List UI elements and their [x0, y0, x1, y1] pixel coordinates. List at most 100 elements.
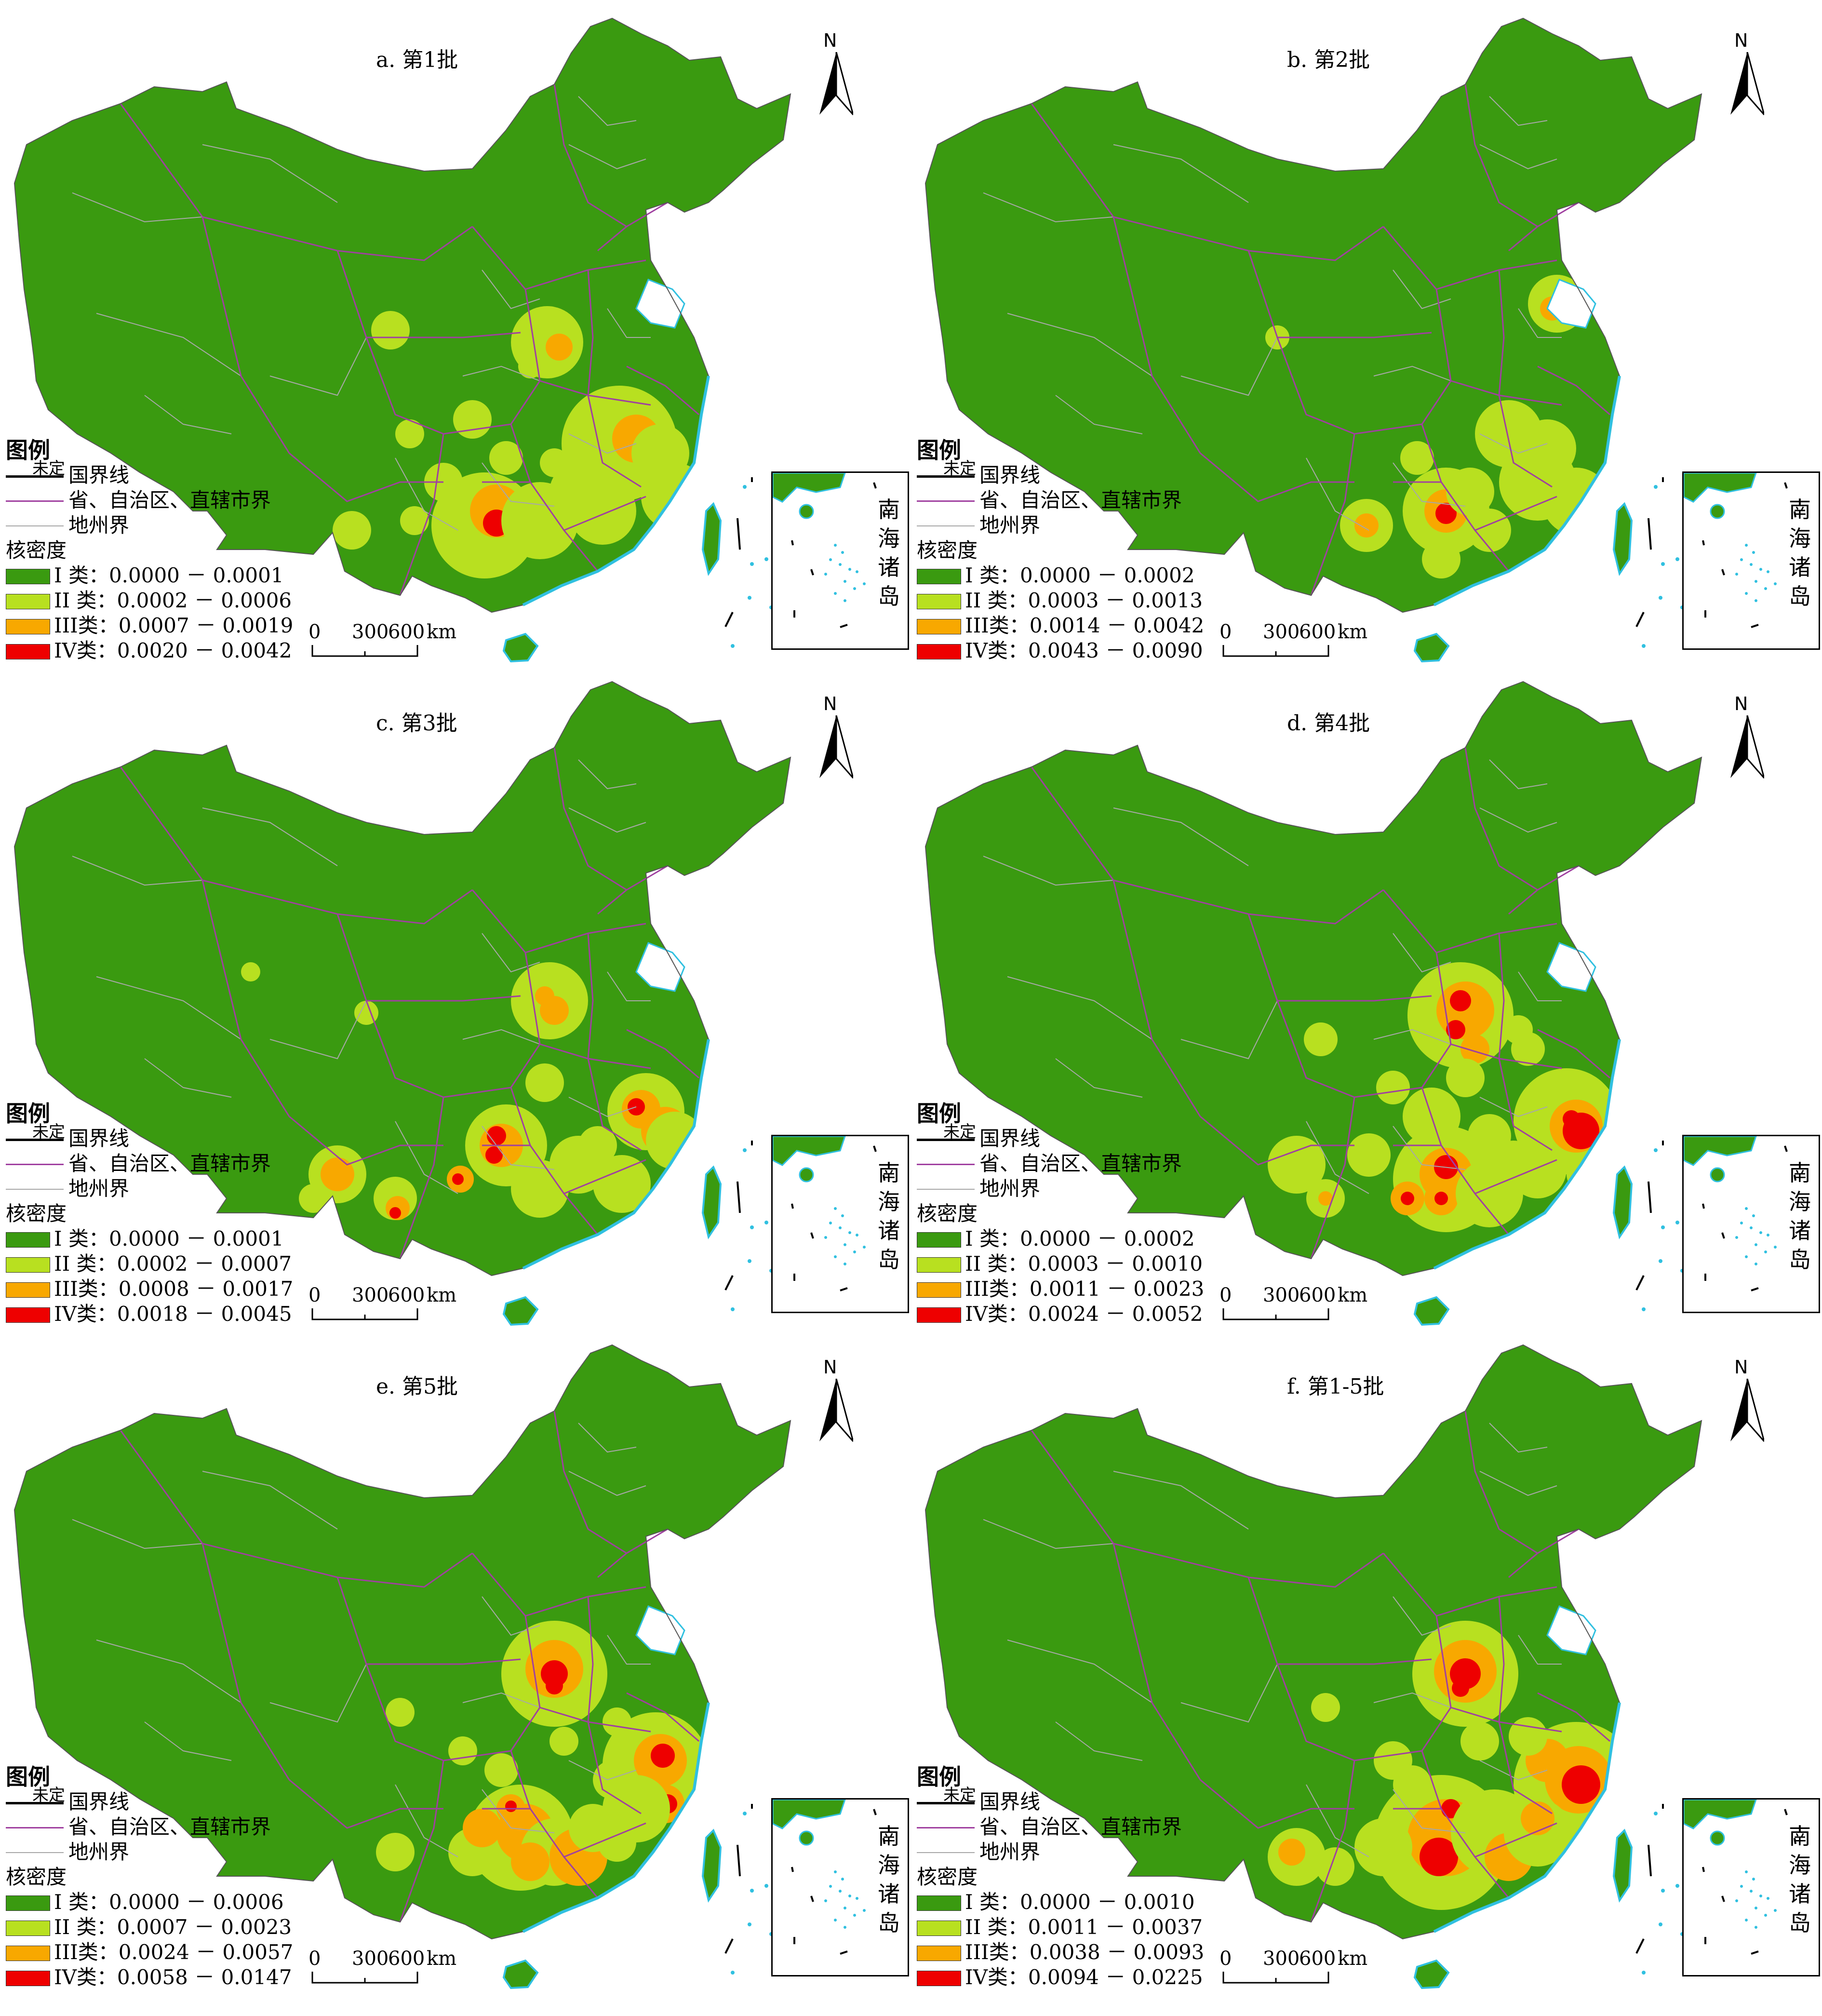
prefecture-boundary — [482, 1596, 540, 1636]
class-II-hotspot — [598, 1823, 636, 1862]
island-dot — [731, 1307, 735, 1311]
island-dot — [743, 1148, 747, 1152]
inset-island-dot — [1759, 1895, 1762, 1897]
province-boundary — [399, 1097, 444, 1259]
prefecture-boundary — [462, 365, 540, 381]
inset-hainan — [799, 1167, 814, 1183]
inset-map — [1684, 1800, 1796, 1955]
inset-island-dot — [1774, 1246, 1777, 1249]
inset-island-dot — [1755, 599, 1757, 602]
province-boundary — [1277, 332, 1432, 338]
density-title: 核密度 — [917, 1865, 978, 1889]
prefecture-boundary — [269, 1000, 367, 1060]
province-boundary — [1310, 1760, 1355, 1922]
density-hotspots — [241, 962, 704, 1220]
class-label: II 类：0.0003 － 0.0010 — [965, 1252, 1203, 1276]
inset-label-char: 南 — [878, 1160, 900, 1186]
prefecture-boundary-swatch — [6, 525, 64, 526]
class-IV-hotspot — [1452, 1680, 1469, 1697]
inset-island-dot — [853, 1914, 856, 1917]
density-hotspots — [333, 306, 709, 578]
prefecture-boundary — [1479, 807, 1557, 833]
island-dot — [748, 596, 751, 600]
class-swatch — [6, 1257, 50, 1273]
scale-label: 600 — [388, 621, 425, 643]
island-dot — [743, 1812, 747, 1815]
panel-title: b. 第2批 — [1287, 48, 1370, 72]
north-arrow-shape — [819, 1379, 853, 1442]
class-IV-hotspot — [389, 1207, 401, 1219]
inset-island-dot — [1755, 580, 1757, 583]
scale-label: 0 — [1219, 621, 1232, 643]
legend-national-boundary: 未定 国界线 — [6, 1122, 129, 1151]
province-boundary — [563, 496, 646, 531]
prefecture-boundary — [1180, 337, 1278, 396]
province-boundary — [366, 995, 521, 1002]
province-boundary — [1247, 1577, 1422, 1761]
north-arrow-shape — [1730, 715, 1764, 779]
inset-island-dot — [848, 1895, 851, 1897]
inset-hainan — [1710, 1830, 1725, 1846]
class-III-hotspot — [1318, 1191, 1333, 1206]
legend: 图例 未定 国界线 省、自治区、直辖市界 地州界 核密度 I 类：0.0000 － 0.00… — [6, 438, 293, 663]
inset-island-dot — [1759, 568, 1762, 571]
province-boundary — [201, 880, 290, 1117]
class-II-hotspot — [489, 441, 523, 475]
north-arrow-left — [1730, 1379, 1747, 1441]
scale-bar-line — [311, 645, 418, 657]
taiwan-island — [701, 1828, 722, 1903]
inset-island-dot — [856, 1897, 858, 1900]
legend-title: 图例 — [917, 1101, 961, 1127]
panel-title: c. 第3批 — [376, 711, 457, 736]
prefecture-boundary — [1479, 1760, 1548, 1781]
scale-label: 300 — [1263, 621, 1300, 643]
prefecture-boundary — [482, 933, 540, 973]
inset-island-dot — [1755, 1926, 1757, 1929]
class-II-hotspot — [1393, 1765, 1432, 1804]
inset-label-char: 海 — [878, 525, 900, 551]
class-II-hotspot — [1509, 1141, 1567, 1198]
prefecture-boundary — [144, 1721, 232, 1761]
province-boundary-label: 省、自治区、直辖市界 — [68, 1152, 271, 1175]
inset-label-char: 岛 — [1789, 583, 1811, 609]
class-label: I 类：0.0000 － 0.0010 — [965, 1890, 1195, 1914]
class-label: I 类：0.0000 － 0.0002 — [965, 1227, 1195, 1250]
island-dot — [731, 1971, 735, 1975]
class-swatch — [6, 619, 50, 634]
prefecture-boundary — [1393, 1789, 1466, 1833]
province-boundary — [1200, 452, 1354, 502]
north-arrow-left — [1730, 52, 1747, 115]
inset-island-dot — [1764, 1250, 1767, 1253]
class-II-hotspot — [540, 448, 569, 477]
inset-label-char: 南 — [1789, 1823, 1811, 1849]
class-label: III类：0.0014 － 0.0042 — [965, 614, 1205, 637]
inset-label-char: 南 — [878, 1823, 900, 1849]
class-swatch — [6, 594, 50, 609]
prefecture-boundary — [462, 1029, 540, 1045]
north-arrow-right — [835, 1379, 853, 1442]
inset-island-dot — [848, 1231, 851, 1234]
class-swatch — [6, 644, 50, 659]
inset-boundary-dash — [791, 540, 794, 546]
province-boundary — [1112, 216, 1201, 454]
class-II-hotspot — [1376, 1071, 1410, 1104]
class-label: II 类：0.0002 － 0.0006 — [54, 589, 292, 612]
legend-class-4: IV类：0.0094 － 0.0225 — [917, 1965, 1203, 1990]
inset-label-char: 诸 — [878, 1218, 900, 1244]
inset-island-dot — [834, 1919, 837, 1922]
province-boundary — [1421, 1750, 1510, 1898]
prefecture-boundary-label: 地州界 — [68, 1177, 130, 1200]
inset-island-dot — [834, 592, 837, 595]
class-II-hotspot — [1504, 1015, 1533, 1044]
legend-class-2: II 类：0.0011 － 0.0037 — [917, 1915, 1203, 1940]
class-II-hotspot — [1567, 1155, 1605, 1194]
prefecture-boundary — [568, 1097, 637, 1117]
taiwan-island — [1612, 502, 1633, 576]
class-swatch — [6, 1971, 50, 1986]
province-boundary — [1421, 424, 1510, 572]
class-label: II 类：0.0011 － 0.0037 — [965, 1915, 1203, 1939]
north-label: N — [1734, 30, 1748, 51]
province-boundary — [626, 365, 699, 416]
province-boundary — [510, 1087, 599, 1235]
class-label: III类：0.0038 － 0.0093 — [965, 1940, 1205, 1964]
